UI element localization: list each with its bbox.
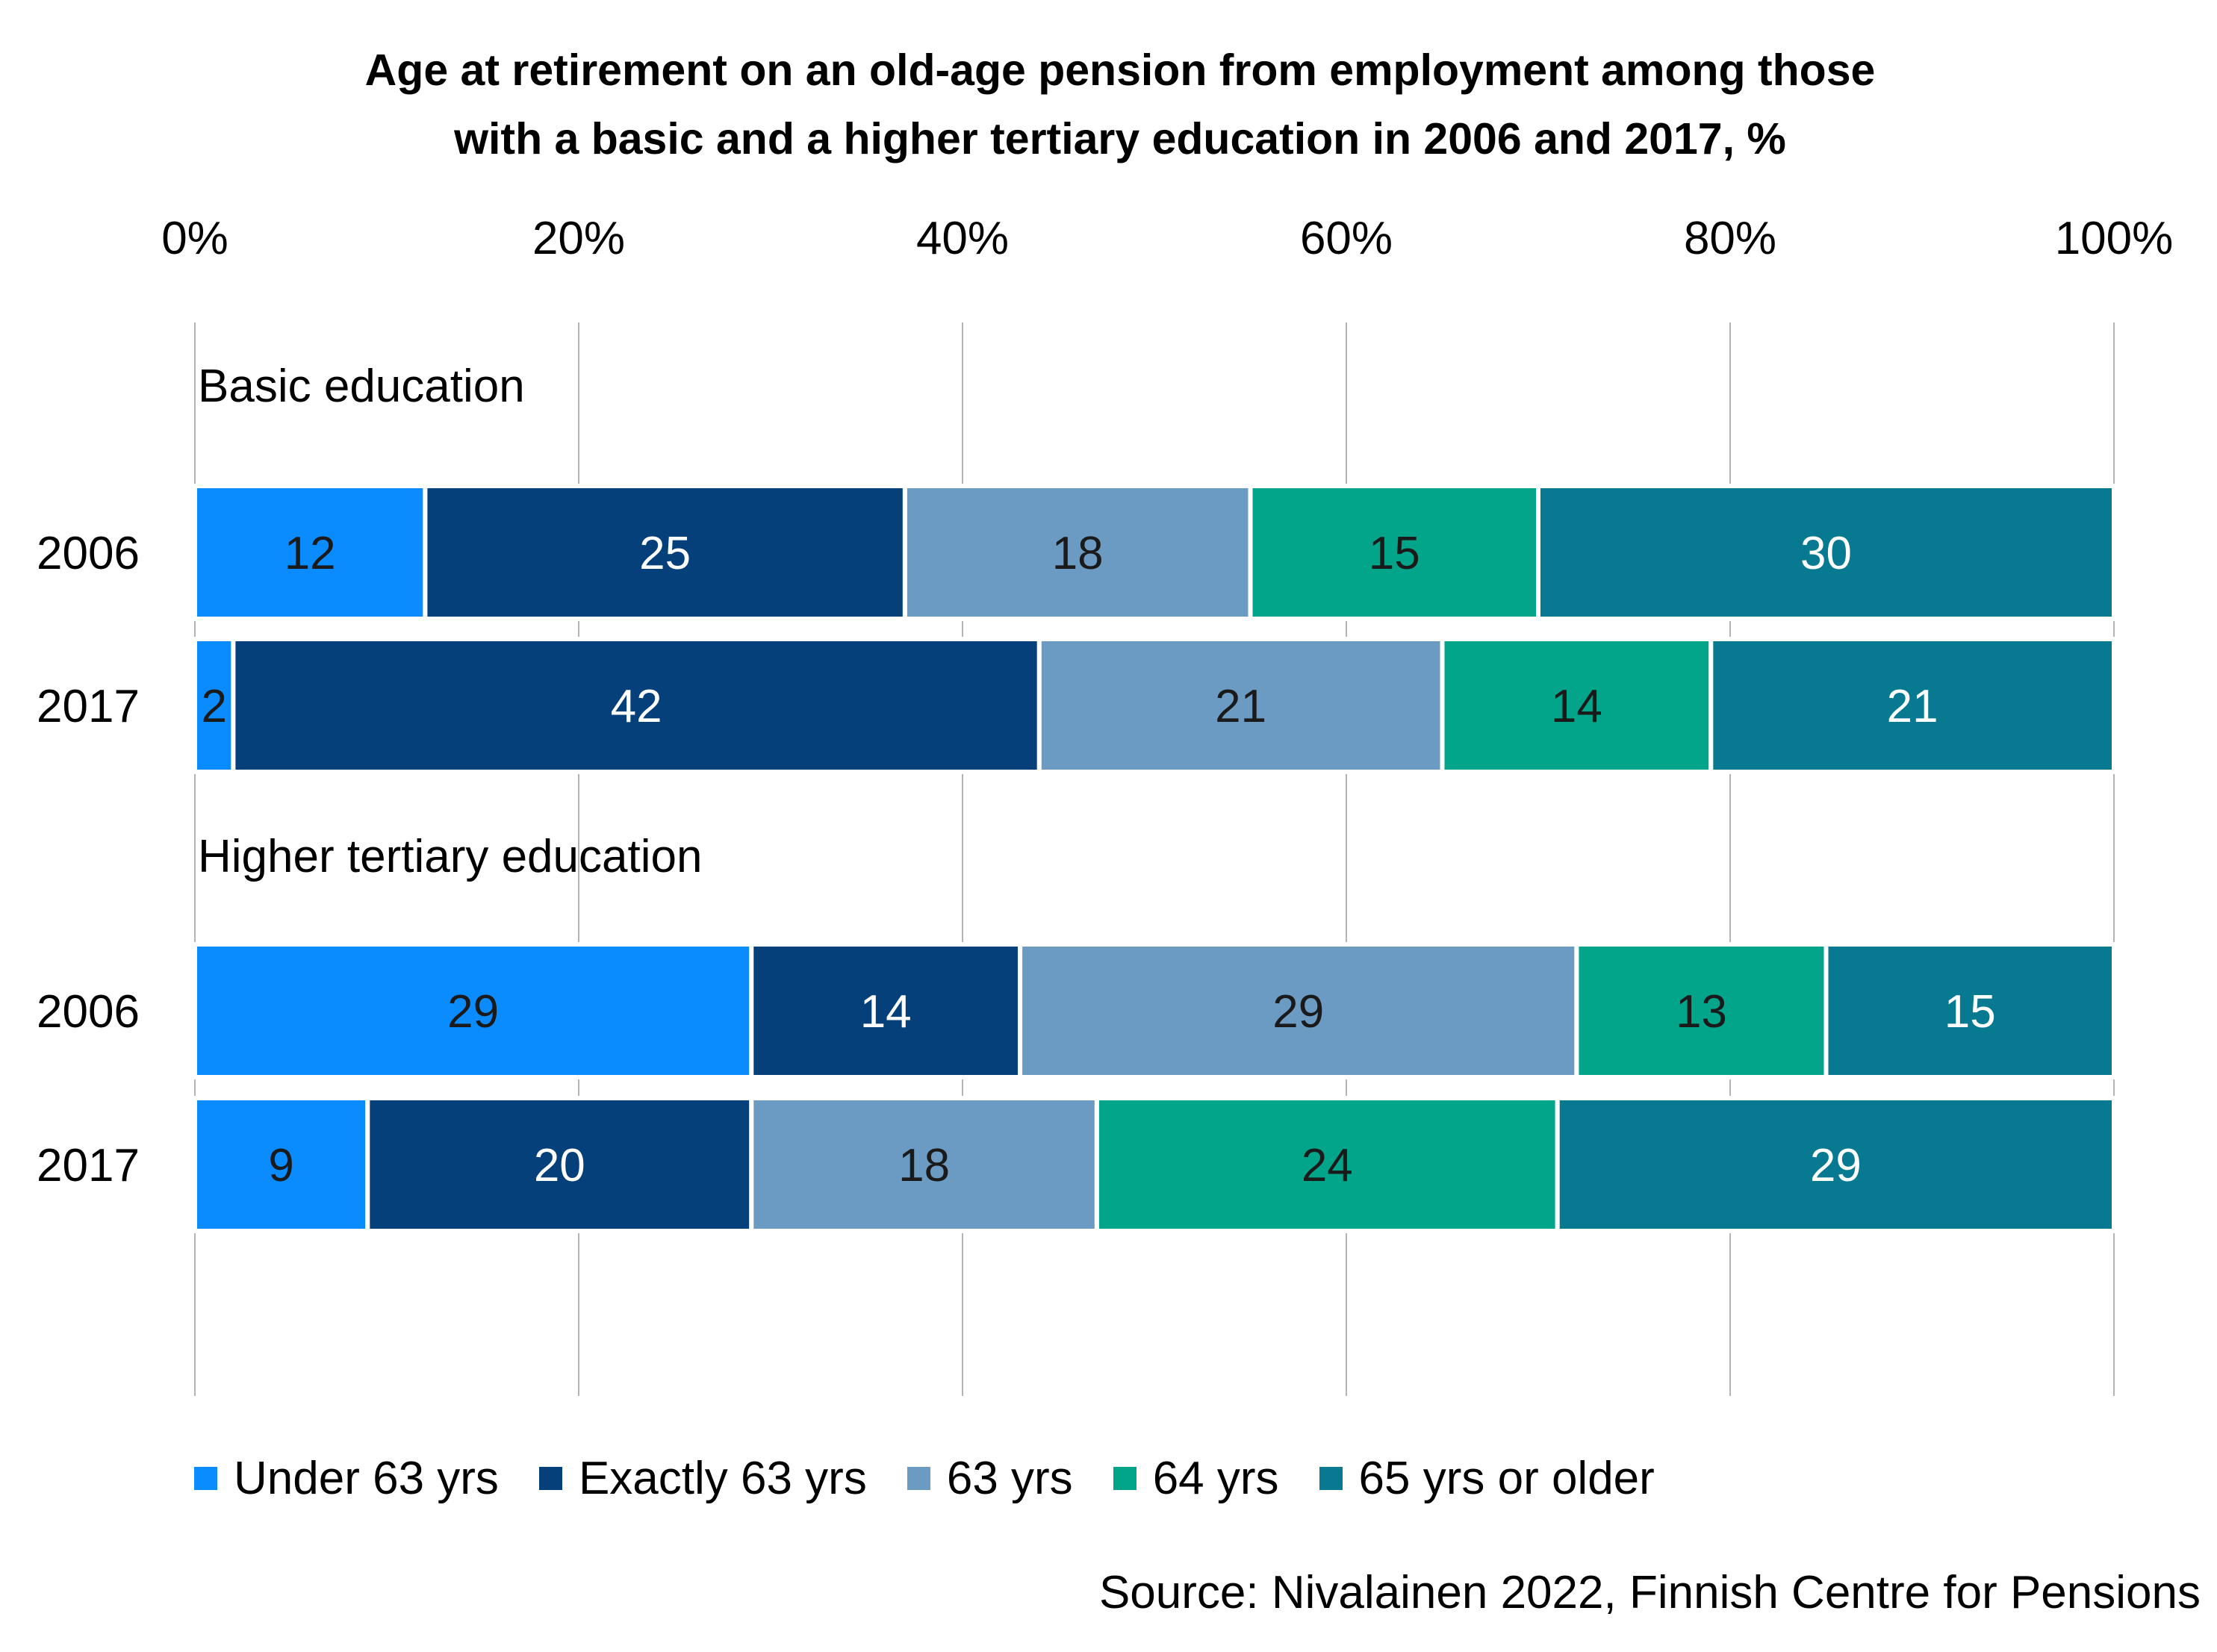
bar-g0-r0-s4 bbox=[1536, 484, 2116, 621]
legend-item-under-63: Under 63 yrs bbox=[194, 1452, 499, 1505]
legend-label-under-63: Under 63 yrs bbox=[234, 1452, 499, 1504]
bar-g1-r0-s2 bbox=[1018, 942, 1579, 1079]
legend-item-exactly-63: Exactly 63 yrs bbox=[538, 1452, 867, 1505]
legend-label-65-or-older: 65 yrs or older bbox=[1358, 1452, 1655, 1504]
bar-label-g0-r0-s2: 18 bbox=[1052, 528, 1104, 579]
bar-label-g1-r0-s1: 14 bbox=[860, 986, 912, 1038]
bar-label-g0-r1-s0: 2 bbox=[201, 681, 226, 732]
bar-label-g0-r1-s4: 21 bbox=[1887, 681, 1938, 732]
legend-label-64: 64 yrs bbox=[1152, 1452, 1279, 1504]
bar-label-g1-r1-s0: 9 bbox=[268, 1140, 293, 1191]
bar-g0-r0-s3 bbox=[1248, 484, 1540, 621]
y-label-g1-r0: 2006 bbox=[37, 986, 140, 1038]
bar-label-g0-r0-s3: 15 bbox=[1369, 528, 1420, 579]
chart-title-line-2: with a basic and a higher tertiary educa… bbox=[454, 114, 1786, 163]
legend-item-63: 63 yrs bbox=[907, 1452, 1073, 1505]
x-tick-label-0: 0% bbox=[161, 213, 228, 264]
x-tick-label-5: 100% bbox=[2055, 213, 2174, 264]
bar-g0-r1-s4 bbox=[1708, 637, 2117, 774]
bar-g0-r0-s2 bbox=[902, 484, 1253, 621]
bar-g1-r0-s4 bbox=[1823, 942, 2116, 1079]
legend-label-exactly-63: Exactly 63 yrs bbox=[578, 1452, 867, 1504]
bar-g1-r1-s2 bbox=[749, 1096, 1099, 1233]
bar-g1-r1-s1 bbox=[365, 1096, 754, 1233]
x-tick-label-1: 20% bbox=[532, 213, 625, 264]
bar-g1-r1-s4 bbox=[1555, 1096, 2116, 1233]
chart-title-line-1: Age at retirement on an old-age pension … bbox=[364, 46, 1876, 95]
legend-swatch-65-or-older bbox=[1319, 1466, 1343, 1490]
bar-g1-r1-s0 bbox=[193, 1096, 370, 1233]
x-tick-label-4: 80% bbox=[1684, 213, 1776, 264]
bar-g0-r1-s3 bbox=[1440, 637, 1714, 774]
y-label-g0-r1: 2017 bbox=[37, 681, 140, 732]
bar-g1-r0-s3 bbox=[1574, 942, 1829, 1079]
legend-item-64: 64 yrs bbox=[1113, 1452, 1279, 1505]
bar-label-g1-r1-s4: 29 bbox=[1810, 1140, 1862, 1191]
bar-label-g0-r0-s4: 30 bbox=[1800, 528, 1852, 579]
bar-label-g1-r0-s3: 13 bbox=[1676, 986, 1727, 1038]
source-note: Source: Nivalainen 2022, Finnish Centre … bbox=[1098, 1567, 2201, 1618]
bar-g0-r1-s1 bbox=[231, 637, 1042, 774]
bar-label-g1-r0-s0: 29 bbox=[447, 986, 499, 1038]
legend-swatch-64 bbox=[1113, 1466, 1137, 1490]
bar-label-g1-r1-s3: 24 bbox=[1302, 1140, 1353, 1191]
bar-g1-r0-s0 bbox=[193, 942, 754, 1079]
bar-label-g0-r0-s1: 25 bbox=[639, 528, 691, 579]
x-tick-label-3: 60% bbox=[1300, 213, 1393, 264]
y-label-g1-r1: 2017 bbox=[37, 1140, 140, 1191]
legend: Under 63 yrs Exactly 63 yrs 63 yrs 64 yr… bbox=[194, 1448, 2061, 1508]
legend-swatch-exactly-63 bbox=[538, 1466, 562, 1490]
bar-label-g1-r1-s1: 20 bbox=[534, 1140, 585, 1191]
bar-label-g0-r1-s3: 14 bbox=[1551, 681, 1602, 732]
legend-label-63: 63 yrs bbox=[946, 1452, 1073, 1504]
x-tick-label-2: 40% bbox=[916, 213, 1009, 264]
bar-label-g1-r0-s2: 29 bbox=[1272, 986, 1324, 1038]
group-label-0: Basic education bbox=[198, 361, 525, 412]
bar-g0-r0-s0 bbox=[193, 484, 428, 621]
bar-label-g0-r0-s0: 12 bbox=[284, 528, 336, 579]
bar-label-g0-r1-s2: 21 bbox=[1215, 681, 1266, 732]
legend-item-65-or-older: 65 yrs or older bbox=[1319, 1452, 1655, 1505]
bar-label-g0-r1-s1: 42 bbox=[611, 681, 662, 732]
bar-g0-r0-s1 bbox=[423, 484, 907, 621]
legend-swatch-under-63 bbox=[194, 1466, 217, 1490]
group-label-1: Higher tertiary education bbox=[198, 831, 702, 882]
chart-title: Age at retirement on an old-age pension … bbox=[224, 36, 2016, 173]
bar-label-g1-r1-s2: 18 bbox=[898, 1140, 950, 1191]
legend-swatch-63 bbox=[907, 1466, 930, 1490]
y-label-g0-r0: 2006 bbox=[37, 528, 140, 579]
bar-label-g1-r0-s4: 15 bbox=[1944, 986, 1996, 1038]
